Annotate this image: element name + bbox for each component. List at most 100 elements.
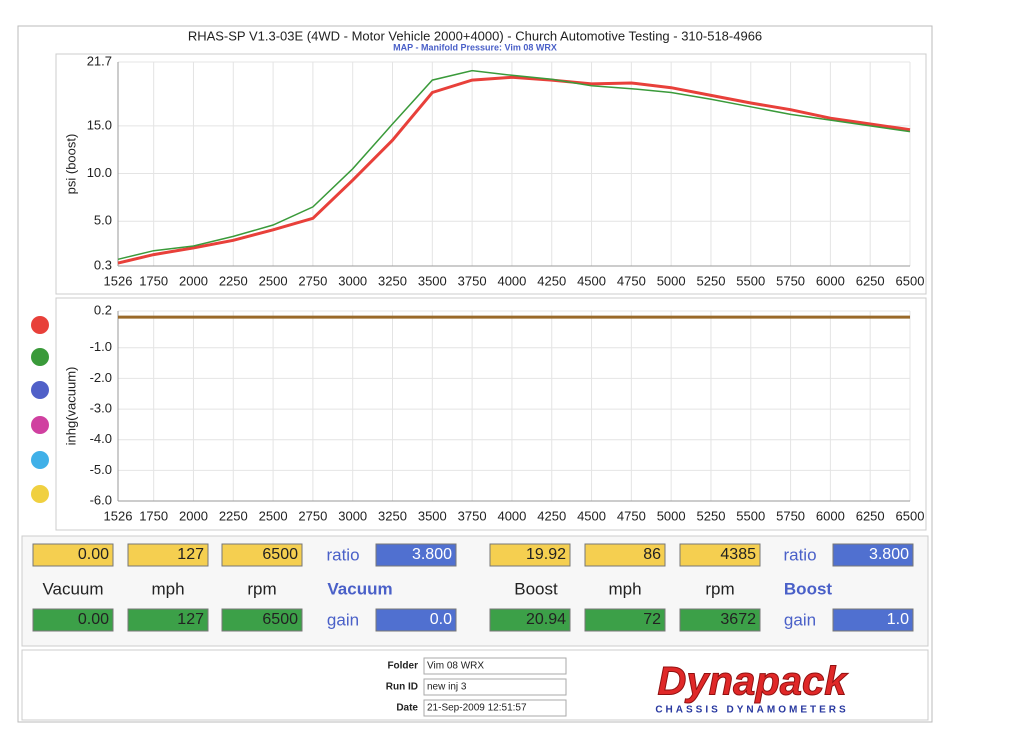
readout-value: 0.00: [78, 546, 109, 563]
readout-box: [221, 608, 303, 632]
readout-value: 0.0: [430, 611, 452, 628]
readout-value: 86: [643, 546, 661, 563]
readout-box: [832, 608, 914, 632]
x-tick-label: 5500: [736, 273, 765, 288]
field: [423, 699, 567, 717]
y-tick-label: -2.0: [90, 370, 112, 385]
footer: Folder Vim 08 WRX Run ID new inj 3 Date …: [386, 657, 849, 717]
x-tick-label: 1750: [139, 273, 168, 288]
x-tick-label: 2000: [179, 273, 208, 288]
logo: Dynapack: [658, 660, 849, 704]
readout-value: 127: [177, 546, 204, 563]
readout-value: 3.800: [412, 546, 452, 563]
readout-value: 0.00: [78, 611, 109, 628]
readout-heading: Boost: [514, 579, 558, 598]
field: [423, 678, 567, 696]
x-tick-label: 3750: [458, 508, 487, 523]
x-tick-label: 6250: [856, 273, 885, 288]
y-tick-label: 10.0: [87, 165, 112, 180]
readout-label: gain: [327, 610, 359, 629]
readout-heading: Boost: [784, 579, 833, 598]
value: new inj 3: [427, 682, 467, 693]
x-tick-label: 6500: [896, 273, 925, 288]
readout-heading: Vacuum: [327, 579, 392, 598]
y-tick-label: -4.0: [90, 431, 112, 446]
readout-heading: mph: [608, 579, 641, 598]
legend-dot: [31, 416, 49, 434]
readout-box: [375, 608, 457, 632]
x-tick-label: 5750: [776, 273, 805, 288]
readout-box: [489, 543, 571, 567]
readout-box: [832, 543, 914, 567]
x-tick-label: 3000: [338, 273, 367, 288]
readout-value: 1.0: [887, 611, 909, 628]
x-tick-label: 2000: [179, 508, 208, 523]
x-tick-label: 3750: [458, 273, 487, 288]
x-tick-label: 3500: [418, 273, 447, 288]
readout-label: ratio: [326, 545, 359, 564]
readout-value: 127: [177, 611, 204, 628]
x-tick-label: 5250: [697, 508, 726, 523]
chart-title: RHAS-SP V1.3-03E (4WD - Motor Vehicle 20…: [188, 28, 762, 43]
readout-value: 72: [643, 611, 661, 628]
x-tick-label: 2250: [219, 508, 248, 523]
x-tick-label: 3250: [378, 508, 407, 523]
label: Date: [396, 703, 418, 714]
y-tick-label: 15.0: [87, 117, 112, 132]
readout-label: ratio: [783, 545, 816, 564]
x-tick-label: 5500: [736, 508, 765, 523]
readout-value: 6500: [262, 611, 298, 628]
x-tick-label: 4750: [617, 273, 646, 288]
readout-box: [584, 543, 666, 567]
x-tick-label: 5000: [657, 273, 686, 288]
label: Folder: [387, 661, 418, 672]
readout-heading: Vacuum: [42, 579, 103, 598]
readout-box: [584, 608, 666, 632]
y-tick-label: 0.3: [94, 257, 112, 272]
x-tick-label: 6500: [896, 508, 925, 523]
x-tick-label: 2500: [259, 273, 288, 288]
legend-dot: [31, 316, 49, 334]
y-tick-label: 5.0: [94, 213, 112, 228]
x-tick-label: 4250: [537, 273, 566, 288]
x-tick-label: 6000: [816, 508, 845, 523]
x-tick-label: 5750: [776, 508, 805, 523]
readout-box: [679, 543, 761, 567]
plot-panel: [55, 297, 927, 531]
legend-dot: [31, 381, 49, 399]
x-tick-label: 4500: [577, 273, 606, 288]
readout-box: [127, 543, 209, 567]
x-tick-label: 2750: [298, 273, 327, 288]
legend-dot: [31, 451, 49, 469]
x-tick-label: 2250: [219, 273, 248, 288]
x-tick-label: 4000: [497, 508, 526, 523]
x-tick-label: 3250: [378, 273, 407, 288]
readout-value: 4385: [720, 546, 756, 563]
x-tick-label: 6250: [856, 508, 885, 523]
y-axis-label: psi (boost): [63, 134, 78, 195]
readout-heading: mph: [151, 579, 184, 598]
field: [423, 657, 567, 675]
value: Vim 08 WRX: [427, 661, 484, 672]
x-tick-label: 4250: [537, 508, 566, 523]
x-tick-label: 1526: [104, 273, 133, 288]
readout-value: 19.92: [526, 546, 566, 563]
legend-dot: [31, 348, 49, 366]
y-tick-label: -6.0: [90, 492, 112, 507]
series-line: [117, 69, 911, 261]
x-tick-label: 4750: [617, 508, 646, 523]
series-line: [117, 75, 911, 265]
y-tick-label: 0.2: [94, 302, 112, 317]
readout-box: [32, 608, 114, 632]
readout-value: 3672: [720, 611, 756, 628]
readout-box: [221, 543, 303, 567]
x-tick-label: 4000: [497, 273, 526, 288]
x-tick-label: 6000: [816, 273, 845, 288]
x-tick-label: 1526: [104, 508, 133, 523]
readout-box: [679, 608, 761, 632]
legend-dot: [31, 485, 49, 503]
x-tick-label: 4500: [577, 508, 606, 523]
x-tick-label: 5250: [697, 273, 726, 288]
readout-value: 20.94: [526, 611, 566, 628]
logo-sub: CHASSIS DYNAMOMETERS: [655, 705, 848, 716]
